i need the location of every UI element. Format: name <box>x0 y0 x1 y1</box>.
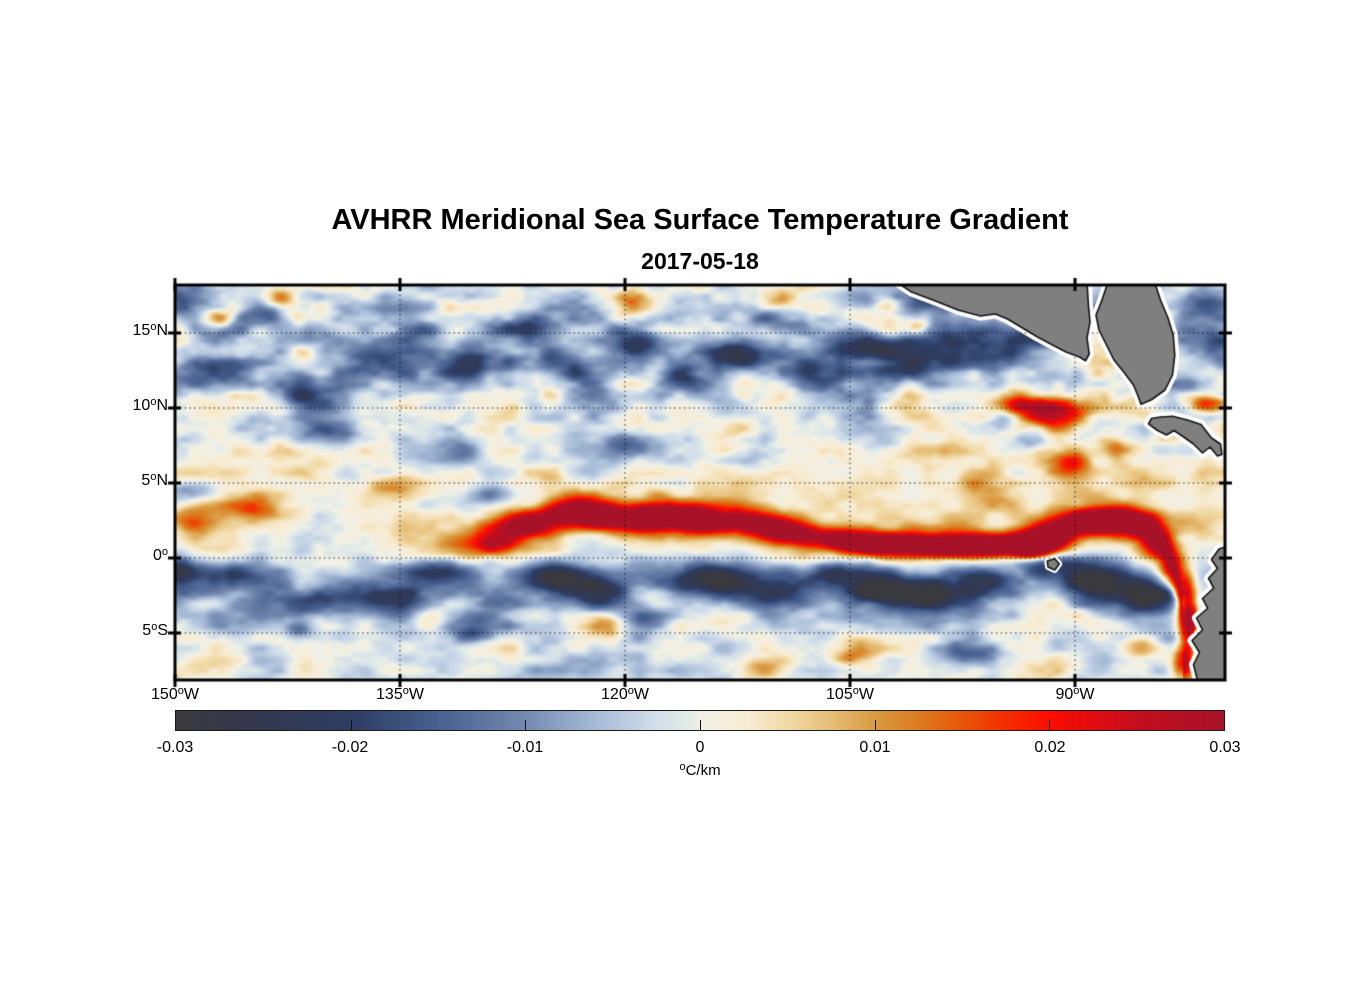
x-tick-label: 150oW <box>151 685 199 704</box>
y-tick-label: 15oN <box>132 321 168 340</box>
colorbar-tick-label: -0.03 <box>156 739 194 756</box>
y-tick-label: 5oS <box>142 621 168 640</box>
colorbar-tick-label: -0.02 <box>331 739 369 756</box>
x-tick-label: 90oW <box>1055 685 1095 704</box>
figure-title: AVHRR Meridional Sea Surface Temperature… <box>331 204 1069 236</box>
colorbar-tick-mark <box>525 720 527 730</box>
colorbar-tick-label: 0.01 <box>859 739 891 756</box>
colorbar-tick-mark <box>1049 720 1051 730</box>
colorbar-tick-mark <box>874 720 876 730</box>
y-tick-label: 10oN <box>132 396 168 415</box>
colorbar-tick-label: 0 <box>695 739 705 756</box>
colorbar-unit: oC/km <box>679 761 721 780</box>
colorbar-tick-label: 0.02 <box>1034 739 1066 756</box>
x-tick-label: 120oW <box>601 685 649 704</box>
colorbar <box>175 710 1225 731</box>
colorbar-tick-mark <box>350 720 352 730</box>
x-tick-label: 135oW <box>376 685 424 704</box>
x-tick-label: 105oW <box>826 685 874 704</box>
sst-gradient-map-canvas <box>167 277 1233 688</box>
colorbar-tick-label: -0.01 <box>506 739 544 756</box>
y-tick-label: 0o <box>152 546 168 565</box>
colorbar-tick-mark <box>700 720 701 730</box>
colorbar-tick-label: 0.03 <box>1209 739 1241 756</box>
y-tick-label: 5oN <box>141 471 168 490</box>
figure-subtitle: 2017-05-18 <box>641 248 759 274</box>
